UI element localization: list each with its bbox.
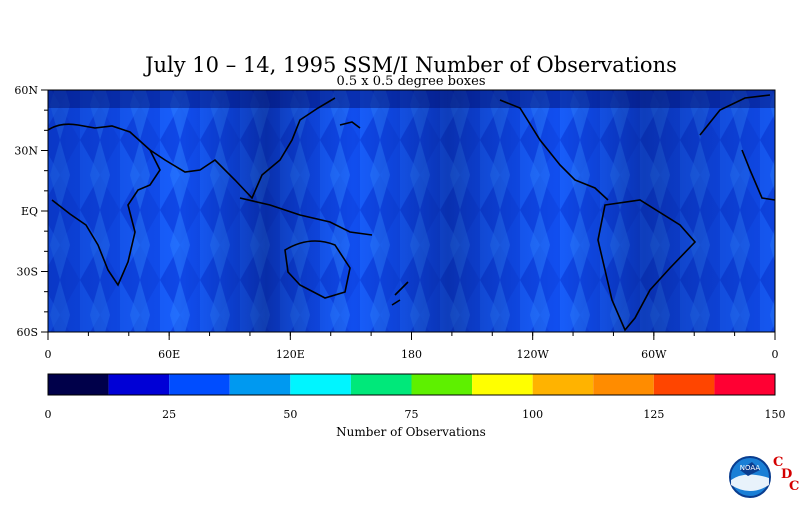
colorbar-tick-label: 50: [283, 408, 297, 421]
colorbar-tick-label: 75: [405, 408, 419, 421]
colorbar-swatch: [108, 374, 170, 395]
x-tick-label: 0: [772, 348, 779, 361]
africa-coast: [48, 123, 161, 287]
colorbar-tick-label: 125: [643, 408, 664, 421]
colorbar-swatch: [350, 374, 412, 395]
colorbar-tick-label: 150: [765, 408, 786, 421]
colorbar-swatch: [593, 374, 654, 395]
colorbar-swatch: [472, 374, 533, 395]
y-axis: 60N 30N EQ 30S 60S: [14, 84, 48, 339]
x-axis: 0 60E 120E 180 120W 60W 0: [45, 332, 779, 361]
colorbar-swatch: [290, 374, 351, 395]
north-america-coast: [499, 99, 609, 201]
noaa-logo: NOAA: [729, 456, 771, 498]
asia-coast: [149, 97, 336, 200]
coastlines: [48, 94, 775, 332]
colorbar-swatch: [48, 374, 109, 395]
cdc-letter-1: C: [773, 455, 783, 470]
x-tick-label: 60E: [158, 348, 180, 361]
colorbar-swatch: [229, 374, 291, 395]
colorbar-tick-label: 100: [522, 408, 543, 421]
noaa-logo-text: NOAA: [740, 464, 761, 472]
colorbar-tick-label: 0: [45, 408, 52, 421]
cdc-letter-2: D: [781, 467, 792, 482]
x-tick-label: 120E: [276, 348, 305, 361]
colorbar-swatch: [653, 374, 715, 395]
colorbar-frame: [47, 373, 776, 396]
chart-subtitle: 0.5 x 0.5 degree boxes: [337, 74, 486, 89]
japan-coast: [339, 121, 361, 129]
colorbar-tick-label: 25: [162, 408, 176, 421]
south-america-coast: [597, 199, 697, 332]
cdc-letter-3: C: [789, 479, 799, 494]
swath-gaps: [48, 90, 775, 332]
new-zealand-coast: [391, 281, 409, 306]
x-tick-label: 0: [45, 348, 52, 361]
colorbar-swatch: [169, 374, 230, 395]
y-tick-label: 30S: [16, 266, 38, 279]
y-tick-label: 30N: [14, 145, 38, 158]
x-tick-label: 180: [401, 348, 422, 361]
indonesia-coast: [239, 197, 373, 236]
north-polar-band: [48, 90, 775, 108]
colorbar-swatch: [532, 374, 594, 395]
europe-africa-coast: [741, 149, 775, 201]
colorbar-label: Number of Observations: [336, 425, 486, 439]
x-tick-label: 120W: [517, 348, 550, 361]
north-atlantic-coast: [699, 94, 771, 136]
y-tick-label: 60S: [16, 326, 38, 339]
chart-title: July 10 – 14, 1995 SSM/I Number of Obser…: [143, 53, 677, 77]
colorbar-swatch: [714, 374, 775, 395]
map-field: [48, 90, 775, 332]
colorbar: 0 25 50 75 100 125 150: [45, 373, 786, 421]
y-tick-label: 60N: [14, 84, 38, 97]
x-tick-label: 60W: [641, 348, 667, 361]
y-tick-label: EQ: [21, 205, 38, 218]
australia-coast: [284, 240, 351, 299]
colorbar-swatch: [411, 374, 473, 395]
